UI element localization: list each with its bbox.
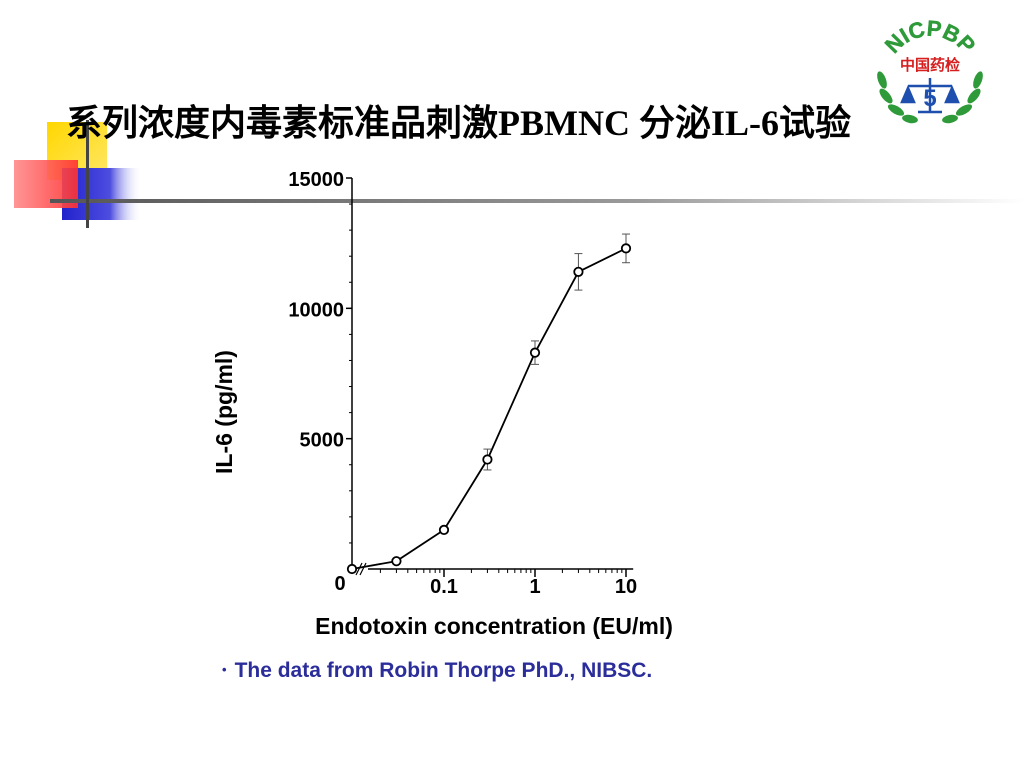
x-axis-title: Endotoxin concentration (EU/ml) xyxy=(315,613,673,639)
logo-banner xyxy=(894,54,966,74)
data-point xyxy=(391,556,402,567)
x-tick-label: 0.1 xyxy=(430,576,458,598)
axis-break-mark xyxy=(359,562,367,576)
y-tick-label: 15000 xyxy=(288,169,344,191)
y-axis-title: IL-6 (pg/ml) xyxy=(211,350,237,474)
footnote-bullet: • xyxy=(222,662,227,677)
footnote-text: The data from Robin Thorpe PhD., NIBSC. xyxy=(234,659,653,682)
chart-labels: 5000 10000 15000 0 0.1 1 10 Endotoxin concentra… xyxy=(211,169,673,639)
chart-axes xyxy=(346,177,634,577)
series-line xyxy=(351,247,627,570)
data-point xyxy=(346,563,358,575)
x-tick-label: 1 xyxy=(529,576,540,598)
decorative-corner-blocks xyxy=(14,120,1024,228)
slide-title: 系列浓度内毒素标准品刺激PBMNC 分泌IL-6试验 xyxy=(66,103,851,143)
logo-banner-text: 中国药检 xyxy=(900,56,960,74)
footnote: • The data from Robin Thorpe PhD., NIBSC. xyxy=(222,659,652,683)
logo-number: 5 xyxy=(923,85,936,112)
axis-break-mark xyxy=(355,562,363,576)
horizontal-rule xyxy=(50,199,1024,203)
vertical-rule xyxy=(86,120,89,228)
y-tick-label: 5000 xyxy=(300,430,345,452)
data-point xyxy=(529,347,541,358)
laurel-wreath-icon xyxy=(877,71,983,124)
y-tick-label: 10000 xyxy=(288,299,344,321)
x-tick-label: 10 xyxy=(615,576,637,598)
data-point xyxy=(573,266,584,277)
data-point xyxy=(438,524,450,536)
x-tick-label: 0 xyxy=(334,573,345,595)
nicpbp-logo: NICPBP 中国药检 5 xyxy=(877,20,983,124)
chart-marks xyxy=(346,233,632,575)
data-point xyxy=(620,243,632,254)
data-point xyxy=(482,454,493,465)
scale-icon xyxy=(900,78,960,114)
